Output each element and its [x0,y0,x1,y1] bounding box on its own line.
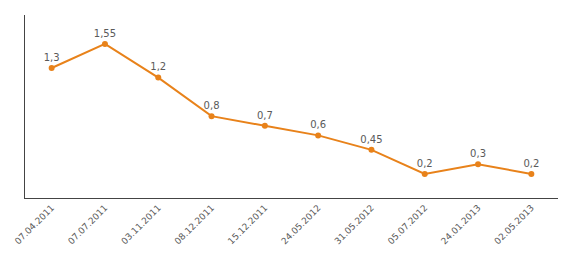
svg-text:24.05.2012: 24.05.2012 [279,203,323,247]
svg-text:0,2: 0,2 [523,158,539,169]
svg-text:08.12.2011: 08.12.2011 [173,203,217,247]
svg-text:24.01.2013: 24.01.2013 [439,203,483,247]
svg-text:0,3: 0,3 [470,148,486,159]
svg-text:05.07.2012: 05.07.2012 [386,203,430,247]
svg-text:0,2: 0,2 [417,158,433,169]
svg-text:0,6: 0,6 [310,119,326,130]
svg-text:15.12.2011: 15.12.2011 [226,203,270,247]
svg-text:0,8: 0,8 [204,100,220,111]
svg-text:02.05.2013: 02.05.2013 [492,203,536,247]
svg-text:1,55: 1,55 [94,28,116,39]
svg-text:1,3: 1,3 [44,52,60,63]
svg-text:03.11.2011: 03.11.2011 [119,203,163,247]
svg-text:1,2: 1,2 [150,61,166,72]
svg-text:07.04.2011: 07.04.2011 [13,203,57,247]
svg-text:0,7: 0,7 [257,110,273,121]
svg-text:31.05.2012: 31.05.2012 [333,203,377,247]
svg-text:0,45: 0,45 [360,134,382,145]
svg-text:07.07.2011: 07.07.2011 [66,203,110,247]
